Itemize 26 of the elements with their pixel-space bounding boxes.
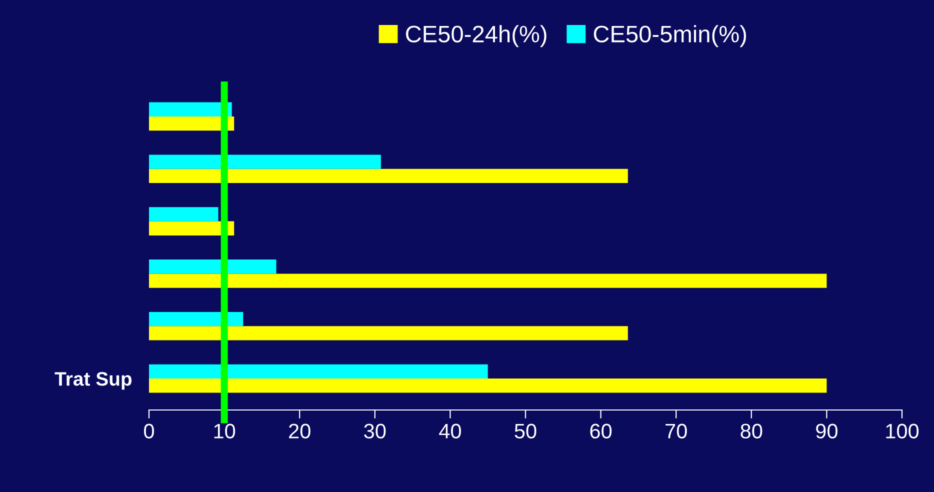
bar xyxy=(149,312,244,326)
legend-label: CE50-24h(%) xyxy=(406,25,546,48)
x-tick-label: 90 xyxy=(816,424,838,438)
x-tick-label: 10 xyxy=(214,424,236,438)
x-tick-label: 50 xyxy=(514,424,536,438)
bar xyxy=(149,116,234,131)
y-tick-label: Trat Sup xyxy=(54,372,132,390)
x-tick-label: 0 xyxy=(144,424,154,438)
legend-label: CE50-5min(%) xyxy=(594,25,746,48)
x-tick-label: 40 xyxy=(439,424,461,438)
bar xyxy=(149,154,381,169)
x-tick-label: 100 xyxy=(886,424,919,438)
x-tick-label: 30 xyxy=(364,424,386,438)
bar xyxy=(149,260,276,274)
x-tick-label: 80 xyxy=(740,424,762,438)
bar xyxy=(149,378,827,393)
bar xyxy=(149,274,827,288)
x-tick-label: 20 xyxy=(289,424,310,438)
bar xyxy=(149,168,628,184)
bar xyxy=(149,221,234,236)
bar xyxy=(149,364,488,379)
x-tick-label: 60 xyxy=(590,424,612,438)
bar xyxy=(149,207,218,222)
bar xyxy=(149,102,232,116)
bar xyxy=(149,326,628,340)
x-tick-label: 70 xyxy=(666,424,687,438)
